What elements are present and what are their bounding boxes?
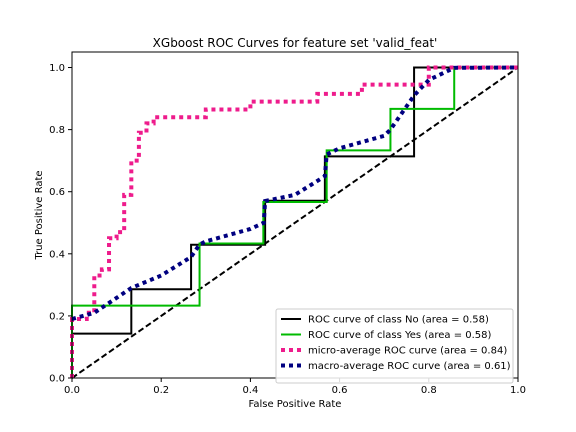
y-tick-label: 1.0 <box>49 63 65 74</box>
y-axis-label: True Positive Rate <box>34 170 45 260</box>
x-tick-label: 0.2 <box>153 385 169 396</box>
chance-diagonal-line <box>71 66 519 379</box>
legend-label-0: ROC curve of class No (area = 0.58) <box>308 315 489 326</box>
y-tick-label: 0.8 <box>49 125 65 136</box>
x-tick-label: 0.4 <box>242 385 258 396</box>
x-tick-label: 0.6 <box>332 385 348 396</box>
series-line-2 <box>70 65 518 378</box>
legend-label-2: micro-average ROC curve (area = 0.84) <box>308 346 507 357</box>
legend-box <box>275 308 514 384</box>
series-lines <box>70 65 519 379</box>
chart-title: XGboost ROC Curves for feature set 'vali… <box>153 36 438 50</box>
legend-label-1: ROC curve of class Yes (area = 0.58) <box>308 330 492 341</box>
y-tick-label: 0.4 <box>49 249 65 260</box>
series-line-3 <box>71 65 519 321</box>
series-line-1 <box>71 66 518 378</box>
x-tick-label: 1.0 <box>510 385 526 396</box>
y-tick-label: 0.0 <box>49 374 65 385</box>
legend-label-3: macro-average ROC curve (area = 0.61) <box>308 361 511 372</box>
y-tick-label: 0.2 <box>49 311 65 322</box>
y-tick-label: 0.6 <box>49 187 65 198</box>
series-line-0 <box>71 66 518 378</box>
x-tick-label: 0.8 <box>421 385 437 396</box>
x-axis-label: False Positive Rate <box>249 399 342 410</box>
x-tick-label: 0.0 <box>64 385 80 396</box>
legend: ROC curve of class No (area = 0.58) ROC c… <box>275 308 514 384</box>
